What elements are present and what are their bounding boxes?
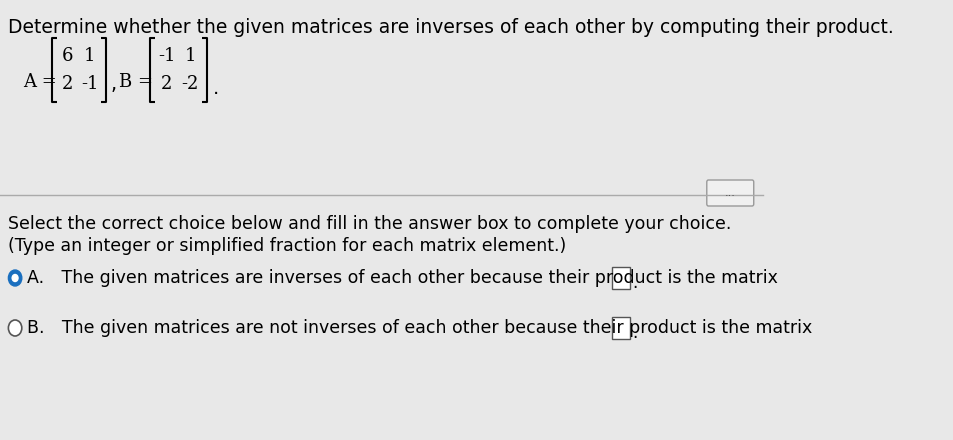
Text: -2: -2: [181, 75, 199, 93]
FancyBboxPatch shape: [612, 267, 630, 289]
Text: .: .: [213, 78, 219, 98]
Text: A =: A =: [24, 73, 57, 91]
Text: 2: 2: [62, 75, 73, 93]
Text: .: .: [632, 324, 637, 342]
Text: .: .: [632, 274, 637, 292]
Text: 1: 1: [184, 47, 196, 65]
Text: A. The given matrices are inverses of each other because their product is the ma: A. The given matrices are inverses of ea…: [27, 269, 777, 287]
Text: 6: 6: [62, 47, 73, 65]
Text: -1: -1: [158, 47, 175, 65]
Text: 1: 1: [84, 47, 95, 65]
FancyBboxPatch shape: [612, 317, 630, 339]
Text: 2: 2: [161, 75, 172, 93]
Text: Determine whether the given matrices are inverses of each other by computing the: Determine whether the given matrices are…: [9, 18, 893, 37]
Text: (Type an integer or simplified fraction for each matrix element.): (Type an integer or simplified fraction …: [9, 237, 566, 255]
Text: Select the correct choice below and fill in the answer box to complete your choi: Select the correct choice below and fill…: [9, 215, 731, 233]
Circle shape: [9, 320, 22, 336]
Text: ,: ,: [111, 74, 116, 94]
Text: -1: -1: [81, 75, 98, 93]
Text: B =: B =: [119, 73, 152, 91]
Circle shape: [12, 275, 18, 282]
Text: B. The given matrices are not inverses of each other because their product is th: B. The given matrices are not inverses o…: [27, 319, 811, 337]
FancyBboxPatch shape: [706, 180, 753, 206]
Text: ...: ...: [724, 188, 735, 198]
Circle shape: [9, 270, 22, 286]
